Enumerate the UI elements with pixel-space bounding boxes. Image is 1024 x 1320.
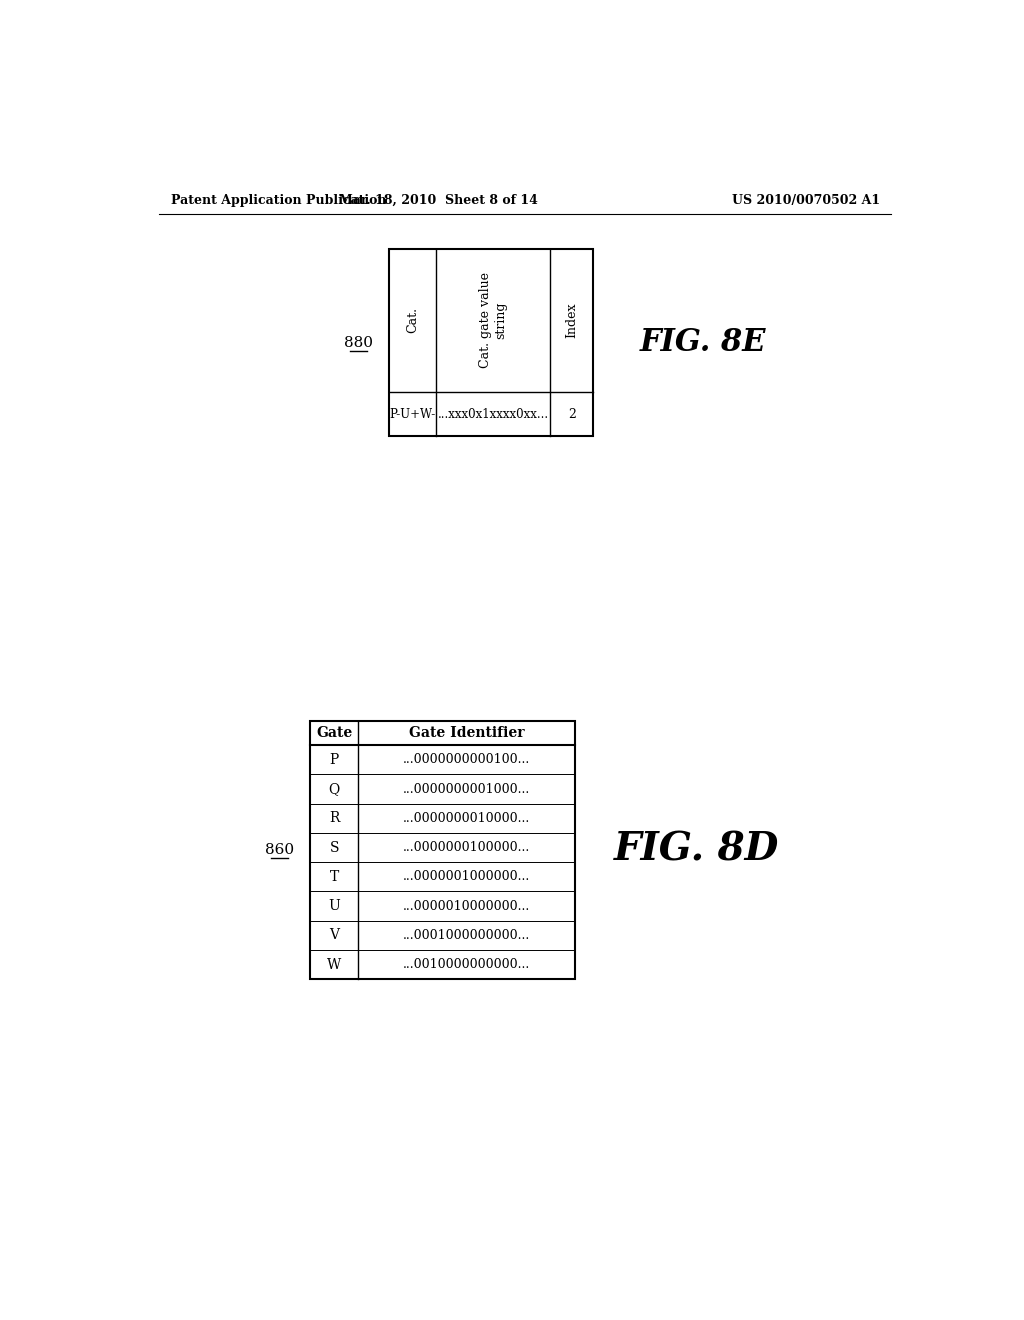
Text: Cat.: Cat. — [406, 308, 419, 334]
Text: ...0000000001000...: ...0000000001000... — [403, 783, 530, 796]
Text: Patent Application Publication: Patent Application Publication — [171, 194, 386, 207]
Text: ...0000000100000...: ...0000000100000... — [403, 841, 530, 854]
Text: ...0001000000000...: ...0001000000000... — [403, 929, 530, 942]
Text: Cat. gate value
string: Cat. gate value string — [479, 272, 507, 368]
Text: 880: 880 — [344, 335, 374, 350]
Text: S: S — [330, 841, 339, 854]
Text: P-U+W-: P-U+W- — [389, 408, 435, 421]
Text: FIG. 8D: FIG. 8D — [614, 830, 779, 869]
Text: ...0000000010000...: ...0000000010000... — [403, 812, 530, 825]
Text: ...0000010000000...: ...0000010000000... — [403, 899, 530, 912]
Text: R: R — [329, 812, 339, 825]
Text: 860: 860 — [265, 843, 295, 857]
Text: ...0010000000000...: ...0010000000000... — [403, 958, 530, 972]
Text: FIG. 8E: FIG. 8E — [640, 327, 766, 358]
Text: Gate Identifier: Gate Identifier — [409, 726, 524, 739]
Text: US 2010/0070502 A1: US 2010/0070502 A1 — [732, 194, 881, 207]
Bar — [310, 721, 575, 979]
Text: ...0000001000000...: ...0000001000000... — [403, 870, 530, 883]
Text: Gate: Gate — [316, 726, 352, 739]
Text: V: V — [329, 928, 339, 942]
Text: W: W — [327, 957, 341, 972]
Text: 2: 2 — [567, 408, 575, 421]
Text: Q: Q — [329, 781, 340, 796]
Text: U: U — [329, 899, 340, 913]
Bar — [389, 249, 593, 437]
Text: ...0000000000100...: ...0000000000100... — [403, 754, 530, 767]
Text: Index: Index — [565, 302, 579, 338]
Text: T: T — [330, 870, 339, 884]
Text: Mar. 18, 2010  Sheet 8 of 14: Mar. 18, 2010 Sheet 8 of 14 — [339, 194, 538, 207]
Text: P: P — [330, 752, 339, 767]
Text: ...xxx0x1xxxx0xx...: ...xxx0x1xxxx0xx... — [437, 408, 549, 421]
